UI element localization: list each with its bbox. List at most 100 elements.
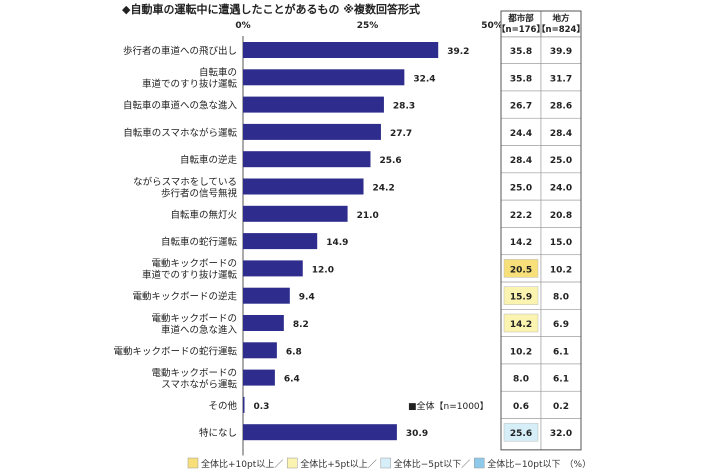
bar — [243, 233, 318, 250]
bar-value-label: 0.3 — [253, 402, 269, 412]
bar — [243, 342, 277, 359]
table-cell-value: 0.2 — [553, 402, 569, 412]
table-cell-value: 8.0 — [513, 375, 529, 385]
table-cell-value: 35.8 — [510, 74, 532, 84]
bar-value-label: 9.4 — [299, 293, 315, 303]
table-cell — [540, 418, 582, 451]
bar — [243, 151, 371, 168]
table-cell-value: 28.4 — [510, 156, 532, 166]
bar-value-label: 8.2 — [293, 320, 309, 330]
table-cell-value: 31.7 — [550, 74, 572, 84]
table-border — [500, 10, 582, 451]
axis-tick-label: 25% — [357, 21, 379, 31]
category-label: 自転車のスマホながら運転 — [123, 127, 237, 139]
table-cell-value: 15.0 — [550, 238, 572, 248]
table-cell-value: 6.1 — [553, 375, 569, 385]
legend-label: （%） — [565, 459, 592, 470]
bar — [243, 260, 303, 277]
table-header-text: 地方 — [552, 13, 570, 24]
table-header-text: 【n=176】 — [497, 24, 545, 35]
category-label: 自転車の逆走 — [180, 154, 238, 166]
table-cell-value: 28.6 — [550, 102, 572, 112]
category-label: その他 — [208, 400, 237, 412]
table-header-text: 都市部 — [507, 13, 534, 24]
table-cell — [500, 172, 542, 201]
table-cell-value: 26.7 — [510, 102, 532, 112]
table-cell — [540, 36, 582, 64]
bar-value-label: 30.9 — [406, 429, 428, 439]
category-label: 自転車の無灯火 — [170, 209, 237, 221]
table-cell-value: 20.8 — [550, 211, 572, 221]
bar — [243, 396, 245, 413]
bar-value-label: 14.9 — [326, 238, 348, 248]
legend-swatch — [287, 457, 298, 469]
table-cell-value: 6.9 — [553, 320, 569, 330]
bar-value-label: 21.0 — [357, 211, 379, 221]
bar — [243, 96, 384, 113]
table-cell-value: 10.2 — [510, 347, 532, 357]
table-cell-highlight — [503, 259, 539, 278]
table-header-text: 【n=824】 — [537, 24, 585, 35]
table-cell-value: 39.9 — [550, 47, 572, 57]
table-cell — [540, 63, 582, 92]
table-cell-value: 22.2 — [510, 211, 532, 221]
category-label: 歩行者の車道への飛び出し — [123, 45, 237, 57]
bar — [243, 123, 381, 140]
category-label: 電動キックボードの — [151, 259, 237, 270]
table-cell-value: 28.4 — [550, 129, 572, 139]
table-cell-value: 14.2 — [510, 238, 532, 248]
legend-swatch — [474, 457, 485, 469]
bar — [243, 287, 290, 304]
table-cell — [540, 336, 582, 365]
table-cell — [500, 145, 542, 174]
bar-value-label: 24.2 — [373, 184, 395, 194]
legend-label: 全体比−10pt以下 — [487, 458, 560, 470]
table-cell — [540, 309, 582, 337]
table-cell-value: 25.0 — [550, 156, 572, 166]
table-cell-value: 6.1 — [553, 347, 569, 357]
table-cell-value: 15.9 — [510, 293, 532, 303]
legend-label: 全体比−5pt以下／ — [394, 458, 471, 470]
legend-swatch — [380, 457, 392, 469]
category-label: ながらスマホをしている — [133, 176, 237, 188]
table-cell — [540, 145, 582, 174]
category-label: 車道への急な進入 — [161, 324, 238, 336]
bar — [243, 42, 439, 58]
category-label: 車道でのすり抜け運転 — [142, 78, 238, 90]
category-label: 歩行者の信号無視 — [161, 187, 238, 199]
category-label: 特になし — [199, 427, 237, 439]
legend-label: 全体比+10pt以上／ — [201, 458, 283, 470]
category-label: 自転車の蛇行運転 — [161, 236, 238, 248]
table-cell — [540, 363, 582, 392]
bar-value-label: 32.4 — [413, 74, 435, 84]
category-label: 電動キックボードの — [151, 313, 237, 324]
table-cell — [500, 63, 542, 92]
table-cell-highlight — [503, 286, 539, 305]
table-cell — [540, 227, 582, 256]
category-label: 自転車の車道への急な進入 — [123, 100, 238, 112]
table-cell — [500, 36, 542, 64]
bar — [243, 315, 284, 331]
table-cell-value: 14.2 — [510, 320, 532, 330]
table-cell-value: 32.0 — [550, 429, 572, 439]
category-label: 車道でのすり抜け運転 — [142, 269, 238, 281]
table-cell-value: 35.8 — [510, 47, 532, 57]
table-cell — [500, 117, 542, 146]
axis-tick-label: 0% — [235, 21, 250, 31]
table-cell-highlight — [503, 313, 539, 333]
table-cell-value: 24.0 — [550, 184, 572, 194]
category-label: 電動キックボードの蛇行運転 — [113, 345, 237, 357]
bar — [243, 205, 348, 222]
table-cell-value: 25.0 — [510, 184, 532, 194]
bar-value-label: 12.0 — [312, 265, 334, 275]
table-cell-value: 20.5 — [510, 265, 532, 275]
bar — [243, 69, 405, 86]
bar-value-label: 6.8 — [286, 347, 302, 357]
bar — [243, 424, 397, 441]
bar — [243, 178, 364, 195]
table-cell-value: 10.2 — [550, 265, 572, 275]
table-cell-value: 8.0 — [553, 293, 569, 303]
table-cell-value: 25.6 — [510, 429, 532, 439]
table-cell — [540, 172, 582, 201]
